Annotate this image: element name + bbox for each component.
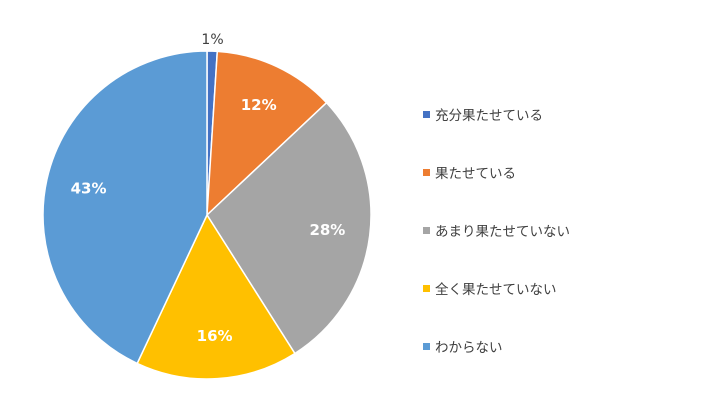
legend-label-not-at-all: 全く果たせていない	[435, 282, 557, 298]
data-label-not-at-all: 16%	[197, 327, 233, 345]
data-label-not-much: 28%	[309, 221, 345, 239]
legend-swatch-dont-know	[423, 342, 430, 350]
legend-item-fulfilled: 果たせている	[423, 158, 683, 186]
legend-item-not-much: あまり果たせていない	[423, 216, 683, 244]
legend-swatch-fulfilled	[423, 168, 430, 176]
pie-slice-fulfilled	[206, 50, 328, 217]
legend-swatch-not-at-all	[423, 284, 430, 292]
data-label-fully: 1%	[201, 32, 223, 48]
legend-label-dont-know: わからない	[435, 340, 503, 356]
legend-label-not-much: あまり果たせていない	[435, 224, 570, 240]
legend-label-fulfilled: 果たせている	[435, 166, 516, 182]
legend-swatch-fully	[423, 110, 430, 118]
pie-slice-not-much	[206, 101, 372, 355]
pie-slice-not-at-all	[136, 213, 296, 380]
legend-label-fully: 充分果たせている	[435, 108, 543, 124]
chart-legend: 充分果たせている 果たせている あまり果たせていない 全く果たせていない わから…	[423, 100, 683, 390]
legend-item-not-at-all: 全く果たせていない	[423, 274, 683, 302]
legend-item-dont-know: わからない	[423, 332, 683, 360]
legend-item-fully: 充分果たせている	[423, 100, 683, 128]
pie-slice-dont-know	[42, 50, 208, 365]
data-label-fulfilled: 12%	[241, 96, 277, 114]
legend-swatch-not-much	[423, 226, 430, 234]
data-label-dont-know: 43%	[71, 180, 107, 198]
